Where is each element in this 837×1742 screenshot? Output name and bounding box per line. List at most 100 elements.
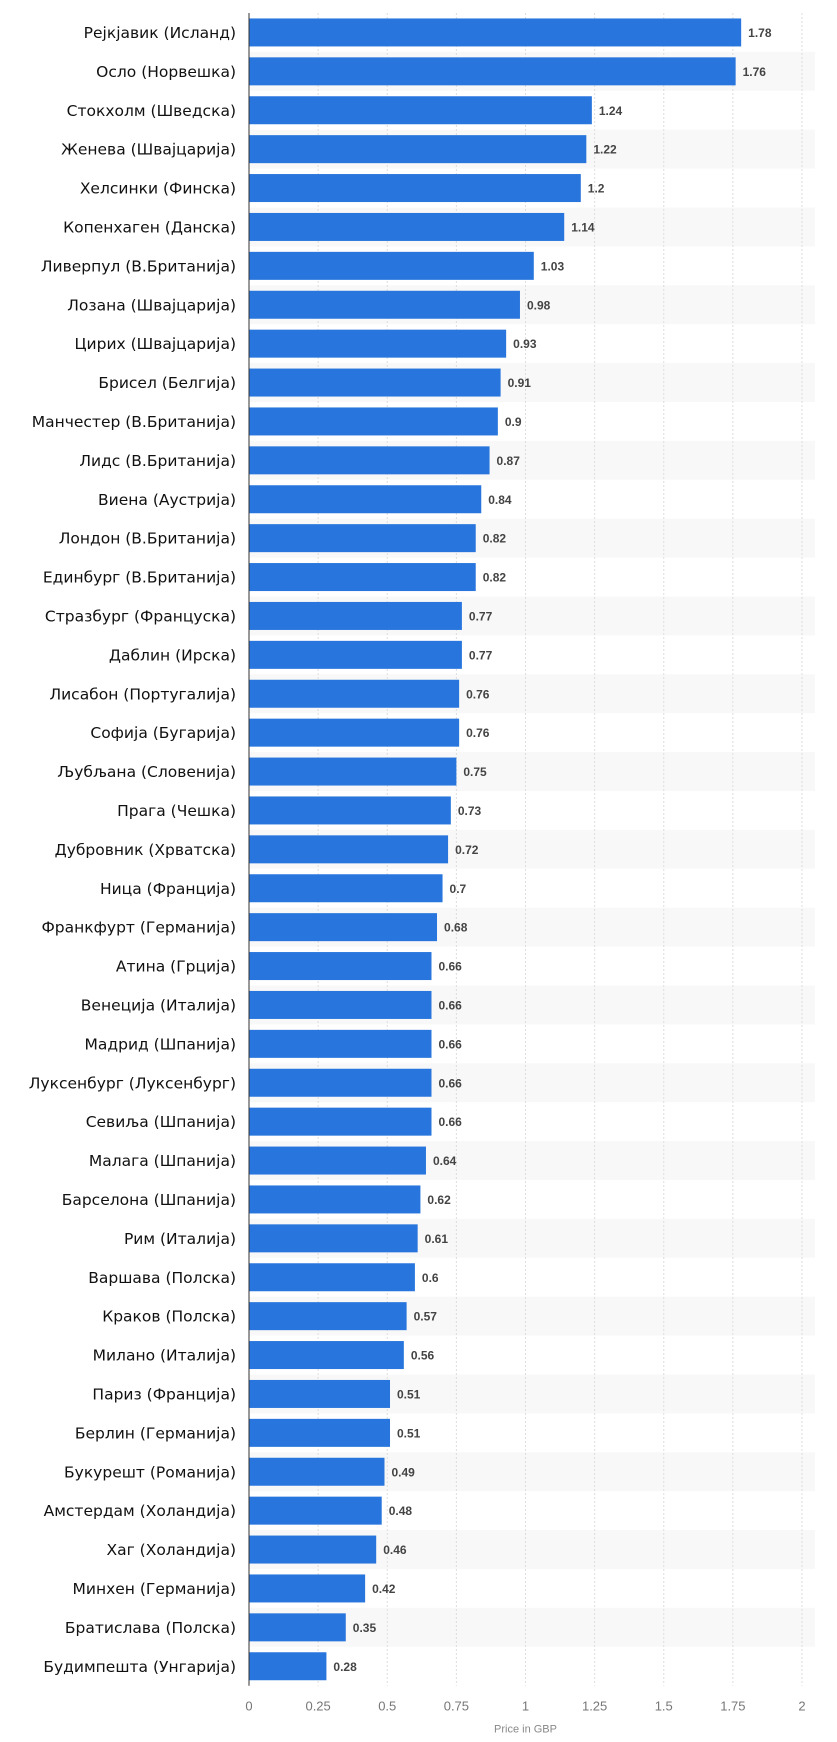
data-label: 0.76	[466, 726, 490, 740]
category-label: Франкфурт (Германија)	[41, 919, 236, 937]
bar	[249, 524, 476, 553]
category-label: Лондон (В.Британија)	[59, 530, 236, 548]
category-label: Минхен (Германија)	[73, 1580, 236, 1598]
x-tick-label: 1.25	[582, 1699, 607, 1714]
category-label: Стразбург (Француска)	[45, 607, 236, 625]
bar	[249, 796, 451, 825]
bar	[249, 135, 587, 164]
bar	[249, 1068, 432, 1097]
bar	[249, 1107, 432, 1136]
data-label: 0.76	[466, 687, 490, 701]
data-label: 1.2	[588, 182, 605, 196]
data-label: 0.49	[391, 1465, 415, 1479]
bar	[249, 1652, 327, 1681]
bar	[249, 952, 432, 981]
data-label: 0.77	[469, 609, 493, 623]
category-label: Венеција (Италија)	[81, 996, 236, 1014]
data-label: 0.66	[438, 1076, 462, 1090]
data-label: 1.24	[599, 104, 623, 118]
category-label: Париз (Франција)	[92, 1385, 236, 1403]
category-label: Стокхолм (Шведска)	[67, 102, 236, 120]
category-label: Рим (Италија)	[124, 1230, 236, 1248]
category-label: Виена (Аустрија)	[98, 491, 236, 509]
data-label: 1.78	[748, 26, 772, 40]
data-label: 0.77	[469, 648, 493, 662]
data-label: 1.14	[571, 220, 595, 234]
category-label: Лозана (Швајцарија)	[67, 296, 236, 314]
bar	[249, 1379, 391, 1408]
bar	[249, 1146, 426, 1175]
category-label: Севиља (Шпанија)	[86, 1113, 236, 1131]
x-axis-title: Price in GBP	[494, 1724, 557, 1736]
category-label: Хелсинки (Финска)	[80, 180, 236, 198]
data-label: 0.56	[411, 1349, 435, 1363]
x-tick-label: 0.5	[378, 1699, 396, 1714]
category-label: Женева (Швајцарија)	[61, 141, 236, 159]
bar	[249, 290, 520, 319]
category-label: Рејкјавик (Исланд)	[84, 24, 236, 42]
category-label: Прага (Чешка)	[117, 802, 236, 820]
data-label: 0.66	[438, 960, 462, 974]
data-label: 0.57	[414, 1310, 438, 1324]
bar	[249, 1341, 404, 1370]
bar	[249, 757, 457, 786]
data-label: 0.91	[508, 376, 532, 390]
category-label: Варшава (Полска)	[88, 1269, 236, 1287]
bar	[249, 1574, 366, 1603]
category-label: Ница (Франција)	[100, 880, 236, 898]
data-label: 0.28	[333, 1660, 357, 1674]
data-label: 0.48	[389, 1504, 413, 1518]
category-label: Љубљана (Словенија)	[57, 763, 236, 781]
data-label: 0.62	[427, 1193, 451, 1207]
data-label: 0.82	[483, 571, 507, 585]
category-label: Копенхаген (Данска)	[63, 218, 236, 236]
data-label: 0.42	[372, 1582, 396, 1596]
category-label: Хаг (Холандија)	[106, 1541, 236, 1559]
bar	[249, 446, 490, 475]
category-label: Будимпешта (Унгарија)	[43, 1658, 236, 1676]
data-label: 1.76	[743, 65, 767, 79]
category-label: Братислава (Полска)	[65, 1619, 236, 1637]
data-label: 0.66	[438, 998, 462, 1012]
data-label: 0.9	[505, 415, 522, 429]
x-tick-label: 0.25	[305, 1699, 330, 1714]
data-label: 0.6	[422, 1271, 439, 1285]
bar	[249, 485, 482, 514]
data-label: 0.64	[433, 1154, 457, 1168]
bar	[249, 835, 449, 864]
data-label: 0.98	[527, 298, 551, 312]
bar	[249, 640, 462, 669]
bar	[249, 407, 498, 436]
bar	[249, 601, 462, 630]
data-label: 0.93	[513, 337, 537, 351]
category-label: Берлин (Германија)	[75, 1424, 236, 1442]
x-tick-label: 1.5	[655, 1699, 673, 1714]
data-label: 0.87	[497, 454, 521, 468]
data-label: 0.68	[444, 921, 468, 935]
data-label: 0.51	[397, 1426, 421, 1440]
bar	[249, 18, 742, 47]
bar	[249, 563, 476, 592]
bar	[249, 212, 565, 241]
category-label: Букурешт (Романија)	[64, 1463, 236, 1481]
category-label: Цирих (Швајцарија)	[75, 335, 237, 353]
category-label: Барселона (Шпанија)	[62, 1191, 236, 1209]
category-label: Лисабон (Португалија)	[49, 685, 236, 703]
category-label: Единбург (В.Британија)	[43, 569, 236, 587]
category-label: Ливерпул (В.Британија)	[41, 257, 236, 275]
bar	[249, 368, 501, 397]
x-tick-label: 1.75	[720, 1699, 745, 1714]
x-tick-label: 0.75	[444, 1699, 469, 1714]
bar	[249, 1029, 432, 1058]
category-label: Атина (Грција)	[116, 958, 236, 976]
data-label: 0.51	[397, 1387, 421, 1401]
data-label: 0.66	[438, 1037, 462, 1051]
bar	[249, 1457, 385, 1486]
category-label: Брисел (Белгија)	[98, 374, 236, 392]
category-label: Манчестер (В.Британија)	[32, 413, 236, 431]
bar	[249, 1302, 407, 1331]
category-label: Краков (Полска)	[102, 1308, 236, 1326]
category-label: Софија (Бугарија)	[90, 724, 236, 742]
data-label: 0.7	[450, 882, 467, 896]
bar	[249, 913, 438, 942]
